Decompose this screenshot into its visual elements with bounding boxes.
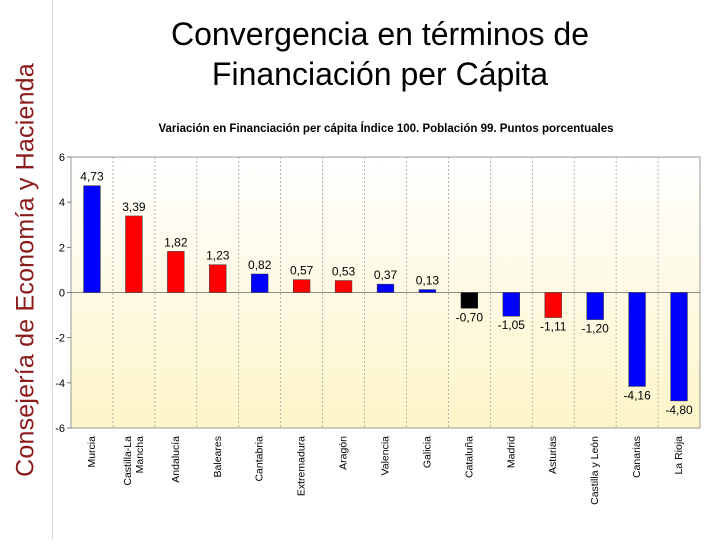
data-label: 4,73: [80, 170, 104, 184]
category-label: Aragón: [338, 436, 350, 470]
data-label: 0,37: [374, 268, 398, 282]
bar: [334, 280, 353, 293]
y-tick-label: 4: [59, 197, 65, 209]
sidebar-label: Consejería de Economía y Hacienda: [11, 63, 40, 477]
category-label: Galicia: [421, 436, 433, 468]
data-label: -1,11: [540, 320, 567, 334]
data-label: 0,53: [332, 265, 356, 279]
bar: [83, 185, 101, 293]
slide-title: Convergencia en términos de Financiación…: [80, 14, 680, 94]
sidebar: Consejería de Economía y Hacienda: [0, 0, 53, 540]
slide-title-line2: Financiación per Cápita: [211, 56, 549, 92]
category-label: Andalucía: [170, 436, 182, 483]
bar: [502, 292, 520, 317]
bar: [628, 292, 646, 387]
slide-title-line1: Convergencia en términos de: [170, 16, 589, 52]
bar: [586, 292, 604, 320]
data-label: 0,57: [290, 264, 314, 278]
bar: [376, 283, 395, 293]
data-label: 3,39: [122, 200, 146, 214]
category-label: Canarias: [631, 436, 643, 478]
data-label: 0,13: [416, 274, 440, 288]
category-label: Asturias: [547, 436, 559, 474]
category-label: La Rioja: [673, 436, 685, 475]
bar: [460, 292, 479, 309]
category-label: Extremadura: [296, 436, 308, 496]
data-label: -0,70: [456, 310, 484, 324]
category-label: Cataluña: [463, 436, 475, 478]
category-label: Baleares: [212, 436, 224, 477]
data-label: 1,82: [164, 235, 188, 249]
category-label: Castilla-La: [122, 436, 134, 486]
bar: [544, 292, 562, 318]
data-label: 1,23: [206, 249, 230, 263]
y-tick-label: -6: [55, 423, 65, 435]
y-tick-label: -2: [55, 333, 65, 345]
category-label: Mancha: [134, 436, 146, 474]
bar: [125, 215, 143, 293]
bar: [167, 251, 185, 293]
y-tick-label: 0: [59, 288, 65, 300]
bar: [209, 264, 227, 293]
y-tick-label: 6: [59, 152, 65, 164]
bar: [292, 279, 311, 293]
bar: [418, 289, 437, 293]
y-tick-label: 2: [59, 242, 65, 254]
y-tick-label: -4: [55, 378, 65, 390]
bar: [670, 292, 688, 402]
data-label: -1,20: [581, 322, 609, 336]
data-label: -4,16: [623, 388, 651, 402]
data-label: 0,82: [248, 258, 272, 272]
chart-title: Variación en Financiación per cápita Índ…: [158, 122, 613, 135]
data-label: -1,05: [498, 318, 526, 332]
category-label: Cantabria: [254, 436, 266, 482]
bar: [251, 273, 269, 293]
chart-area: Variación en Financiación per cápita Índ…: [52, 118, 720, 540]
category-label: Madrid: [505, 436, 517, 468]
bar-chart: Variación en Financiación per cápita Índ…: [55, 122, 701, 505]
category-label: Castilla y León: [589, 436, 601, 505]
category-label: Valencia: [380, 436, 392, 476]
category-label: Murcia: [86, 436, 98, 468]
data-label: -4,80: [665, 403, 693, 417]
